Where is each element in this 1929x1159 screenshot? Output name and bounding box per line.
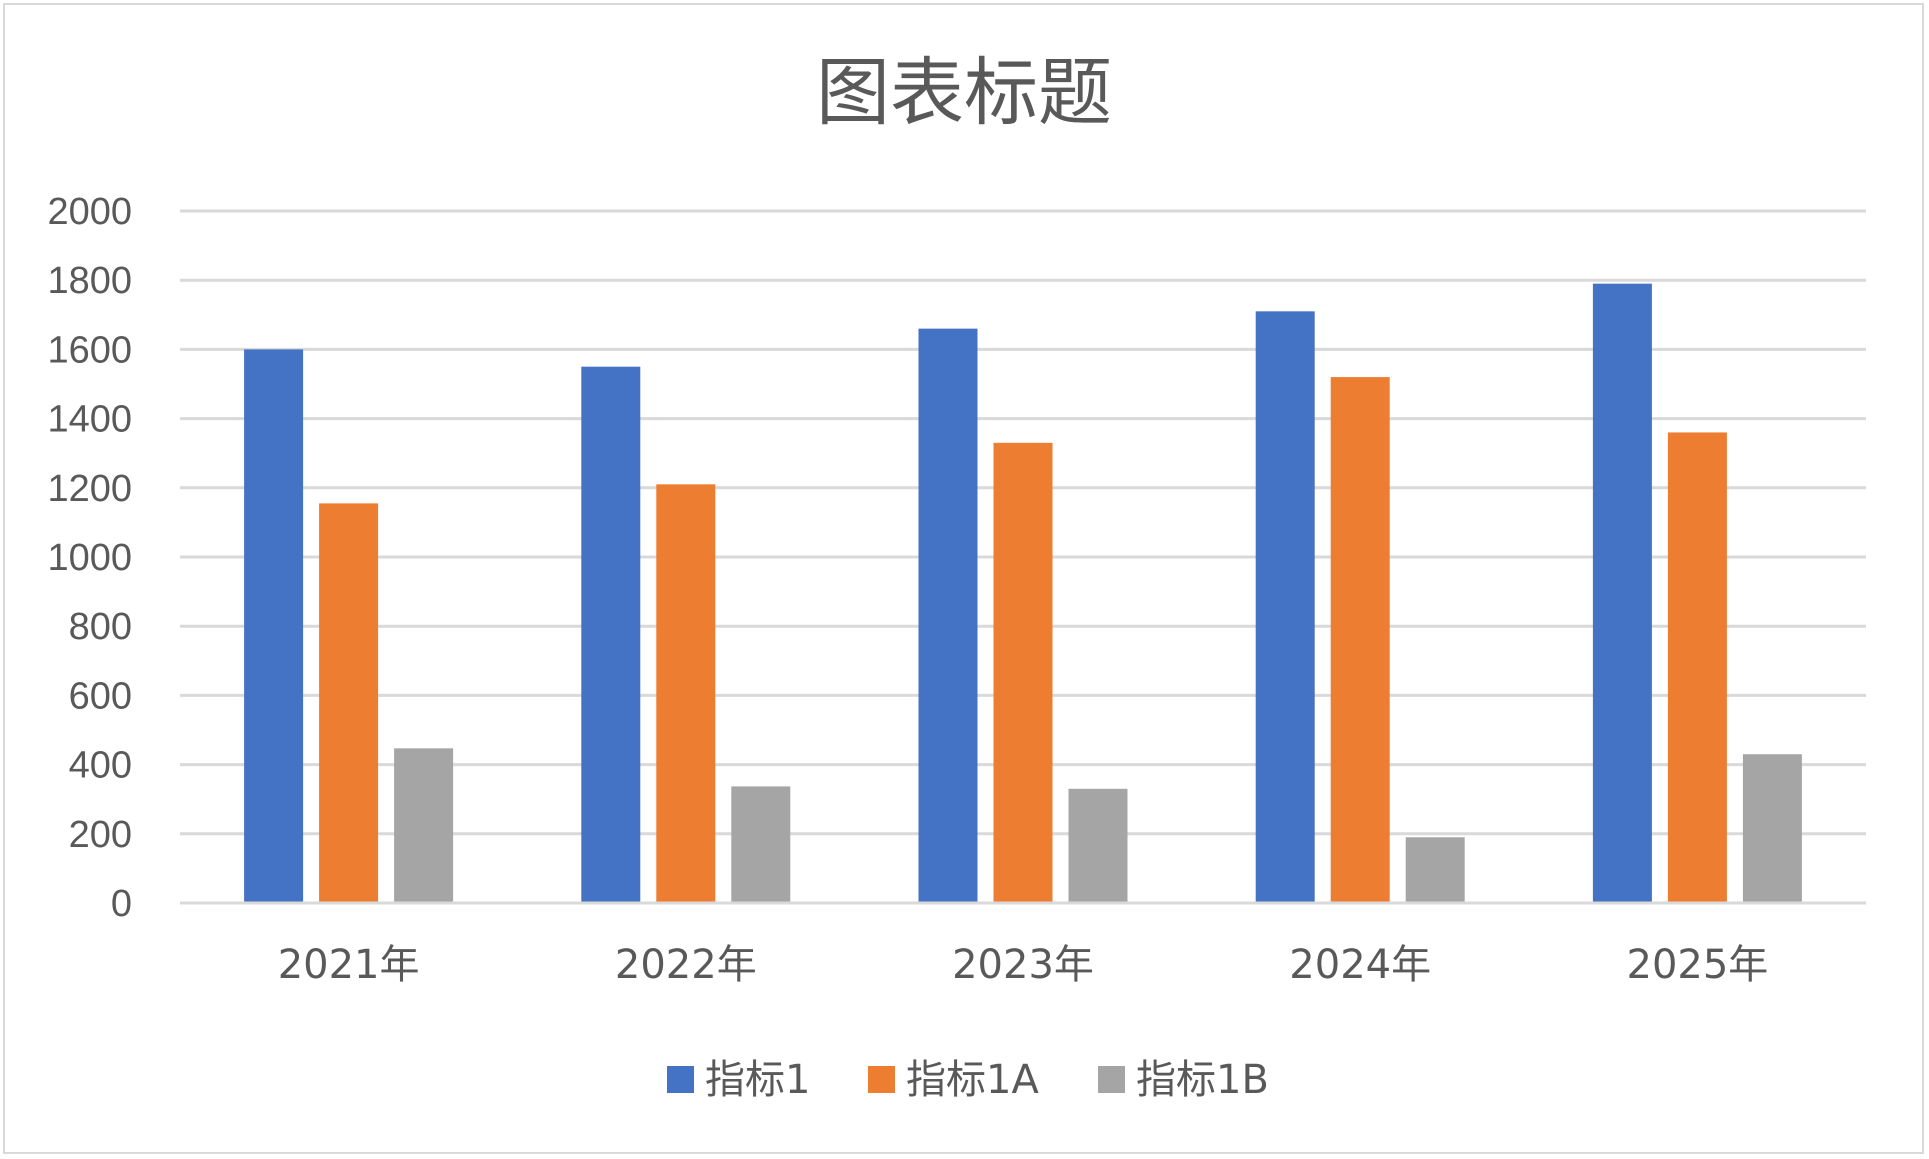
y-tick-label: 1000 xyxy=(47,537,132,579)
y-axis-ticks: 0 200 400 600 800 1000 1200 1400 1600 1800 2000 xyxy=(47,191,132,925)
x-axis-labels: 2021年 2022年 2023年 2024年 2025年 xyxy=(278,942,1769,988)
y-tick-label: 1200 xyxy=(47,468,132,510)
bar-指标1A-2023年 xyxy=(993,442,1053,903)
y-tick-label: 1600 xyxy=(47,329,132,371)
y-tick-label: 400 xyxy=(69,745,132,787)
x-category-label: 2024年 xyxy=(1289,942,1431,988)
bar-指标1A-2024年 xyxy=(1330,377,1390,904)
legend-swatch xyxy=(667,1066,694,1093)
x-category-label: 2023年 xyxy=(952,942,1094,988)
legend-label: 指标1B xyxy=(1136,1057,1269,1103)
bars xyxy=(180,283,1866,905)
y-tick-label: 1400 xyxy=(47,399,132,441)
y-tick-label: 1800 xyxy=(47,260,132,302)
x-category-label: 2021年 xyxy=(278,942,420,988)
legend: 指标1 指标1A 指标1B xyxy=(667,1057,1269,1103)
y-tick-label: 200 xyxy=(69,814,132,856)
bar-指标1A-2022年 xyxy=(656,484,716,903)
legend-swatch xyxy=(1098,1066,1125,1093)
bar-指标1-2023年 xyxy=(918,328,978,903)
legend-label: 指标1A xyxy=(906,1057,1039,1103)
x-category-label: 2022年 xyxy=(615,942,757,988)
bar-指标1A-2025年 xyxy=(1667,432,1727,903)
y-tick-label: 600 xyxy=(69,675,132,717)
bar-指标1-2021年 xyxy=(244,349,304,903)
legend-swatch xyxy=(868,1066,895,1093)
bar-指标1B-2022年 xyxy=(731,786,791,903)
y-tick-label: 0 xyxy=(111,883,132,925)
y-tick-label: 800 xyxy=(69,606,132,648)
bar-指标1B-2025年 xyxy=(1742,754,1802,903)
bar-指标1-2022年 xyxy=(581,366,641,903)
bar-指标1-2025年 xyxy=(1592,283,1652,903)
bar-指标1B-2023年 xyxy=(1068,788,1128,903)
x-category-label: 2025年 xyxy=(1627,942,1769,988)
chart-title: 图表标题 xyxy=(816,50,1112,136)
bar-指标1B-2021年 xyxy=(394,748,454,903)
y-tick-label: 2000 xyxy=(47,191,132,233)
bar-指标1-2024年 xyxy=(1255,311,1315,904)
legend-label: 指标1 xyxy=(705,1057,810,1103)
bar-指标1A-2021年 xyxy=(319,503,379,903)
bar-指标1B-2024年 xyxy=(1405,837,1465,903)
